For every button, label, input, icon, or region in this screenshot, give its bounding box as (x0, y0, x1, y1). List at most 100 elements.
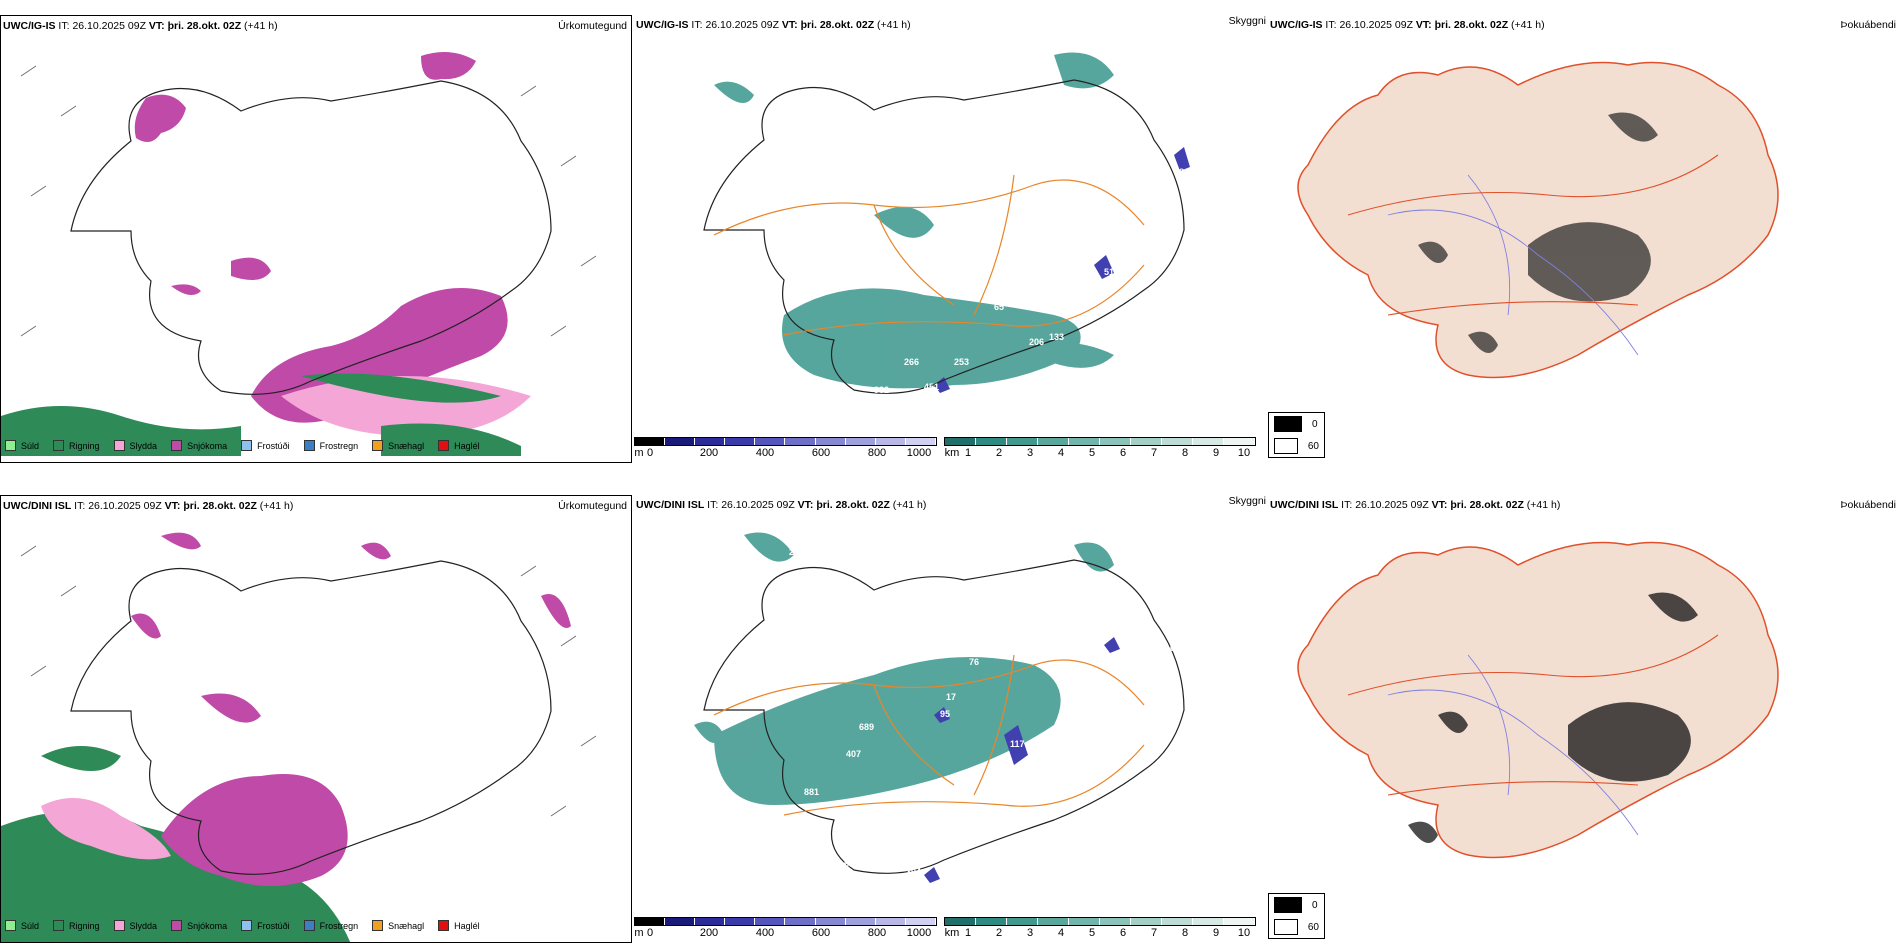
colorbar-tick: 1000 (906, 927, 932, 939)
fog-panel-top: UWC/IG-IS IT: 26.10.2025 09Z VT: þri. 28… (1268, 15, 1900, 463)
legend-item: Slydda (113, 920, 157, 931)
legend-label: Snæhagl (388, 920, 425, 931)
it-label: IT: (74, 500, 86, 512)
ceiling-label: 287 (789, 547, 804, 557)
legend-swatch (372, 440, 384, 451)
legend-item: Frostúði (241, 920, 290, 931)
visibility-map-bottom: 287 76 17 689 95 407 117 24 600 881 421 … (694, 532, 1185, 883)
ceiling-label: 133 (1049, 332, 1064, 342)
panel-title-precip: Úrkomutegund (558, 500, 627, 512)
legend-item: Snæhagl (372, 920, 424, 931)
precip-map-top (1, 52, 597, 456)
iceland-outline (703, 79, 1185, 394)
visibility-colorbar-bottom: km 1 2 3 4 5 6 7 8 9 10 (944, 917, 1256, 940)
iceland-outline (70, 80, 552, 395)
colorbar-strip (634, 917, 937, 926)
ceiling-colorbar-bottom: m 0 200 400 600 800 1000 (634, 917, 937, 940)
vt-value: þri. 28.okt. 02Z (1450, 499, 1524, 511)
fog-legend-high: 0 (1312, 418, 1318, 430)
colorbar-tick: 600 (811, 447, 831, 459)
model-name: UWC/DINI ISL (3, 500, 72, 512)
ceiling-label: 421 (784, 817, 799, 827)
legend-swatch (5, 440, 16, 451)
legend-label: Súld (21, 920, 40, 931)
low-ceiling-areas (924, 637, 1120, 883)
precip-map-bottom (1, 532, 597, 942)
legend-item: Haglél (438, 440, 480, 451)
legend-swatch (303, 440, 315, 451)
header-bottom: UWC/DINI ISL IT: 26.10.2025 09Z VT: þri.… (3, 500, 293, 512)
vt-label: VT: (164, 500, 181, 512)
legend-label: Snæhagl (388, 440, 425, 451)
panel-title-precip: Úrkomutegund (558, 20, 627, 32)
precip-type-panel-top: UWC/IG-IS IT: 26.10.2025 09Z VT: þri. 28… (0, 15, 632, 463)
precip-legend-bottom: Súld Rigning Slydda Snjókoma Frostúði Fr… (5, 920, 480, 931)
vt-value: þri. 28.okt. 02Z (816, 499, 890, 511)
vt-value: þri. 28.okt. 02Z (800, 19, 875, 31)
colorbar-tick: 5 (1088, 447, 1096, 459)
legend-item: Snjókoma (171, 920, 227, 931)
panel-title-visibility: Skyggni (1228, 15, 1266, 27)
ceiling-label: 206 (1029, 337, 1044, 347)
ceiling-label: 932 (874, 385, 889, 395)
visibility-panel-bottom: 287 76 17 689 95 407 117 24 600 881 421 … (634, 495, 1266, 943)
colorbar-tick: 200 (699, 927, 719, 939)
legend-swatch (241, 440, 253, 451)
fog-swatch-dark (1274, 416, 1302, 432)
colorbar-strip (944, 917, 1256, 926)
visibility-colorbar-top: km 1 2 3 4 5 6 7 8 9 10 (944, 437, 1256, 460)
ceiling-labels: 880 30 206 103 65 511 18 266 253 206 133… (782, 112, 1184, 395)
fog-map-bottom (1297, 541, 1779, 859)
fog-swatch-dark (1274, 897, 1302, 913)
fog-legend-bottom: 0 60 (1268, 893, 1325, 939)
fog-panel-bottom: UWC/DINI ISL IT: 26.10.2025 09Z VT: þri.… (1268, 495, 1900, 943)
legend-label: Rigning (69, 920, 100, 931)
ceiling-label: 881 (804, 787, 819, 797)
legend-label: Frostúði (257, 440, 290, 451)
colorbar-tick: 0 (646, 447, 654, 459)
low-ceiling-areas (934, 147, 1190, 393)
legend-swatch (171, 440, 183, 451)
fog-legend-row: 0 (1269, 413, 1324, 435)
it-value: 26.10.2025 09Z (705, 19, 779, 31)
colorbar-strip (634, 437, 937, 446)
colorbar-ticks: m 0 200 400 600 800 1000 (634, 926, 937, 940)
colorbar-strip (944, 437, 1256, 446)
wind-barbs (20, 545, 597, 817)
colorbar-unit: km (944, 447, 960, 459)
colorbar-unit: m (634, 927, 644, 939)
rivers (1387, 174, 1639, 356)
panel-title-fog: Þokuábendi (1840, 499, 1896, 511)
vt-label: VT: (781, 19, 798, 31)
legend-label: Súld (21, 440, 40, 451)
fog-areas (1408, 592, 1698, 843)
fog-legend-low: 60 (1307, 921, 1319, 933)
ceiling-label: 30 (782, 152, 792, 162)
ceiling-label: 76 (969, 657, 979, 667)
legend-item: Súld (5, 920, 39, 931)
it-value: 26.10.2025 09Z (721, 499, 795, 511)
colorbar-ticks: km 1 2 3 4 5 6 7 8 9 10 (944, 926, 1256, 940)
colorbar-tick: 8 (1181, 927, 1189, 939)
it-value: 26.10.2025 09Z (88, 500, 162, 512)
fog-legend-low: 60 (1307, 440, 1319, 452)
colorbar-tick: 4 (1057, 927, 1065, 939)
it-label: IT: (1341, 499, 1353, 511)
colorbar-tick: 400 (755, 447, 775, 459)
lead-time: (+41 h) (1526, 499, 1561, 511)
colorbar-ticks: m 0 200 400 600 800 1000 (634, 446, 937, 460)
fog-swatch-light (1274, 438, 1298, 454)
colorbar-tick: 9 (1212, 927, 1220, 939)
model-name: UWC/IG-IS (636, 19, 689, 31)
ceiling-label: 253 (954, 357, 969, 367)
colorbar-tick: 10 (1237, 447, 1251, 459)
legend-swatch (5, 920, 16, 931)
ceiling-colorbar-top: m 0 200 400 600 800 1000 (634, 437, 937, 460)
snow-areas (131, 532, 571, 886)
header-bottom-vis: UWC/DINI ISL IT: 26.10.2025 09Z VT: þri.… (636, 499, 926, 511)
ceiling-label: 206 (904, 247, 919, 257)
legend-swatch (113, 920, 125, 931)
it-value: 26.10.2025 09Z (72, 20, 146, 32)
low-visibility-areas (694, 532, 1114, 805)
legend-label: Rigning (69, 440, 100, 451)
